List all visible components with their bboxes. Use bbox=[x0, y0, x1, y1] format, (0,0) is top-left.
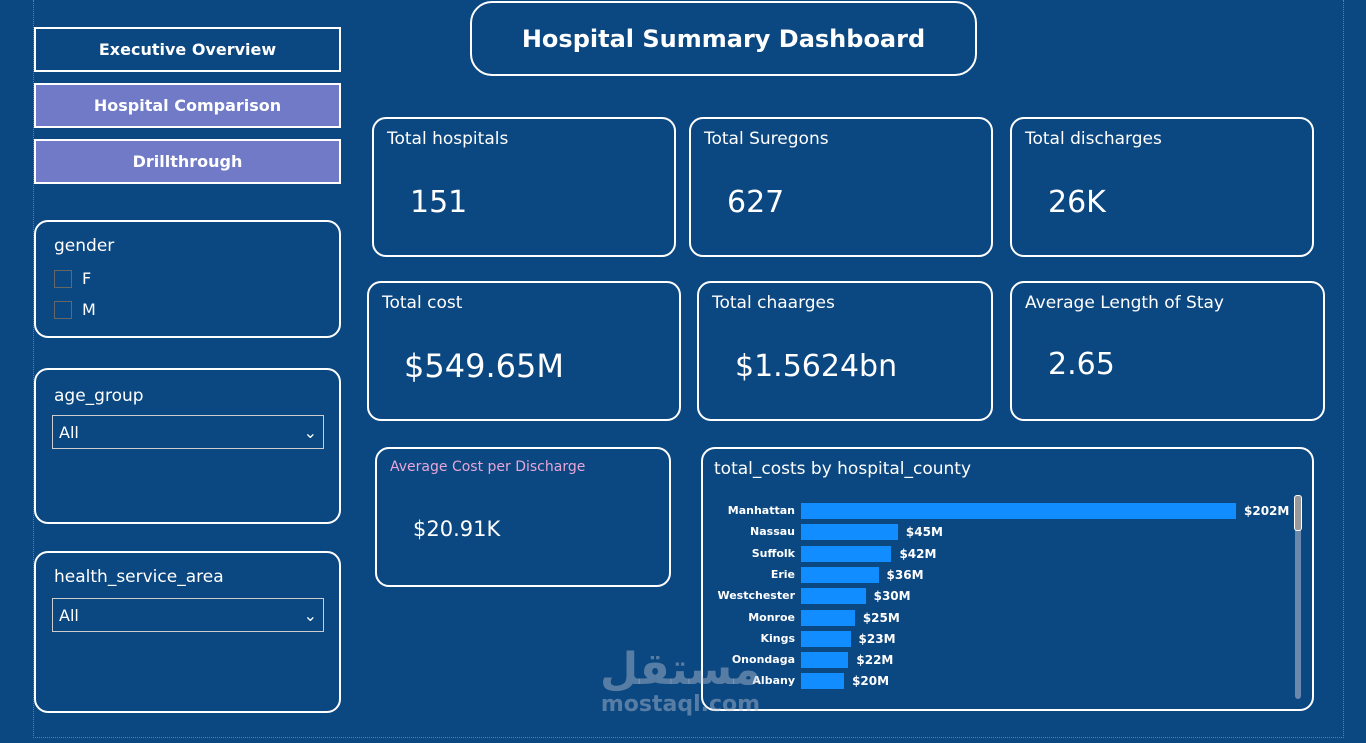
category-label: Nassau bbox=[750, 525, 795, 539]
bar-monroe[interactable] bbox=[801, 609, 855, 626]
category-label: Manhattan bbox=[727, 504, 795, 517]
checkbox-f[interactable]: F bbox=[54, 269, 91, 288]
category-label: Onondaga bbox=[731, 653, 795, 667]
data-label: $20M bbox=[852, 674, 890, 689]
kpi-value: 627 bbox=[727, 185, 785, 220]
chart-title: total_costs by hospital_county bbox=[714, 459, 972, 479]
chart-scrollbar[interactable] bbox=[1294, 495, 1302, 699]
kpi-label: Total hospitals bbox=[387, 129, 509, 149]
kpi-label: Total Suregons bbox=[704, 129, 829, 149]
category-label: Monroe bbox=[748, 610, 795, 624]
dropdown-value: All bbox=[59, 605, 79, 625]
kpi-value: $1.5624bn bbox=[735, 349, 898, 384]
kpi-total-surgeons: Total Suregons 627 bbox=[689, 117, 993, 257]
kpi-value: 2.65 bbox=[1048, 347, 1115, 382]
kpi-value: $549.65M bbox=[404, 347, 564, 385]
scrollbar-thumb[interactable] bbox=[1294, 495, 1302, 531]
health-service-area-dropdown[interactable]: All ⌄ bbox=[52, 598, 324, 632]
checkbox-m[interactable]: M bbox=[54, 300, 96, 319]
report-canvas bbox=[33, 0, 1344, 738]
gender-slicer: gender F M bbox=[34, 220, 341, 338]
kpi-label: Total chaarges bbox=[712, 293, 835, 313]
bar-suffolk[interactable] bbox=[801, 545, 892, 562]
mostaql-watermark: مستقل mostaql.com bbox=[600, 644, 761, 718]
slicer-label: gender bbox=[54, 236, 115, 256]
checkbox-icon[interactable] bbox=[54, 300, 72, 319]
bar-nassau[interactable] bbox=[801, 524, 898, 541]
kpi-label: Total cost bbox=[382, 293, 463, 313]
kpi-label: Average Cost per Discharge bbox=[390, 459, 586, 475]
kpi-average-length-of-stay: Average Length of Stay 2.65 bbox=[1010, 281, 1325, 421]
bar-westchester[interactable] bbox=[801, 588, 866, 605]
kpi-value: 26K bbox=[1048, 185, 1106, 220]
bar-manhattan[interactable] bbox=[801, 503, 1236, 519]
kpi-total-hospitals: Total hospitals 151 bbox=[372, 117, 676, 257]
checkbox-icon[interactable] bbox=[54, 269, 72, 288]
bar-erie[interactable] bbox=[801, 566, 879, 583]
dropdown-value: All bbox=[59, 422, 79, 442]
watermark-latin: mostaql.com bbox=[600, 692, 761, 717]
county-cost-chart: total_costs by hospital_county Manhattan… bbox=[701, 447, 1314, 711]
data-label: $45M bbox=[905, 525, 943, 540]
chevron-down-icon: ⌄ bbox=[303, 422, 317, 442]
data-label: $36M bbox=[886, 567, 924, 582]
data-label: $30M bbox=[873, 589, 911, 604]
kpi-label: Average Length of Stay bbox=[1025, 293, 1224, 313]
data-label: $202M bbox=[1244, 504, 1290, 518]
category-label: Westchester bbox=[717, 589, 795, 603]
kpi-label: Total discharges bbox=[1025, 129, 1162, 149]
kpi-total-discharges: Total discharges 26K bbox=[1010, 117, 1314, 257]
age-group-dropdown[interactable]: All ⌄ bbox=[52, 415, 324, 449]
age-group-slicer: age_group All ⌄ bbox=[34, 368, 341, 524]
kpi-total-charges: Total chaarges $1.5624bn bbox=[697, 281, 993, 421]
category-label: Albany bbox=[752, 674, 795, 688]
option-label: F bbox=[82, 269, 92, 288]
chart-plot-area: Manhattan $202M Nassau $45M Suffolk $42M Erie $… bbox=[703, 503, 1293, 703]
category-label: Suffolk bbox=[751, 546, 795, 560]
slicer-label: health_service_area bbox=[54, 567, 224, 587]
data-label: $23M bbox=[858, 631, 896, 646]
nav-executive-overview[interactable]: Executive Overview bbox=[34, 27, 341, 72]
bar-onondaga[interactable] bbox=[801, 652, 849, 669]
watermark-arabic: مستقل bbox=[600, 644, 761, 695]
category-label: Erie bbox=[770, 567, 795, 581]
kpi-total-cost: Total cost $549.65M bbox=[367, 281, 681, 421]
option-label: M bbox=[82, 300, 96, 319]
data-label: $22M bbox=[856, 653, 894, 668]
kpi-average-cost-per-discharge: Average Cost per Discharge $20.91K bbox=[375, 447, 671, 587]
slicer-label: age_group bbox=[54, 386, 144, 406]
bar-albany[interactable] bbox=[801, 673, 845, 690]
kpi-value: $20.91K bbox=[413, 517, 501, 541]
category-label: Kings bbox=[760, 631, 795, 645]
health-service-area-slicer: health_service_area All ⌄ bbox=[34, 551, 341, 713]
bar-kings[interactable] bbox=[801, 630, 851, 647]
nav-hospital-comparison[interactable]: Hospital Comparison bbox=[34, 83, 341, 128]
data-label: $25M bbox=[862, 610, 900, 625]
chevron-down-icon: ⌄ bbox=[303, 605, 317, 625]
page-title: Hospital Summary Dashboard bbox=[470, 1, 977, 76]
kpi-value: 151 bbox=[410, 185, 468, 220]
nav-drillthrough[interactable]: Drillthrough bbox=[34, 139, 341, 184]
data-label: $42M bbox=[899, 546, 937, 561]
